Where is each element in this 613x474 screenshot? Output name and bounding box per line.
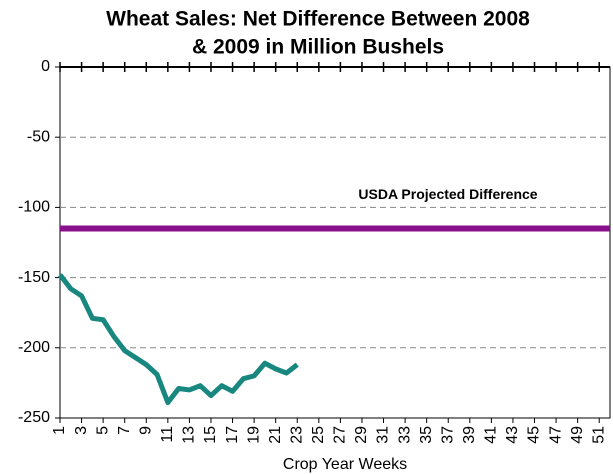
x-tick-label: 17	[224, 426, 241, 444]
x-tick-label: 37	[439, 426, 456, 444]
x-tick-label: 33	[396, 426, 413, 444]
x-tick-label: 21	[267, 426, 284, 444]
plot-frame	[59, 66, 611, 419]
x-tick-label: 29	[353, 426, 370, 444]
x-tick-label: 51	[590, 426, 607, 444]
x-tick-label: 9	[137, 426, 154, 435]
x-tick-label: 41	[483, 426, 500, 444]
x-tick-label: 15	[202, 426, 219, 444]
x-tick-label: 27	[332, 426, 349, 444]
y-tick-label: -50	[27, 128, 50, 145]
x-tick-label: 11	[159, 426, 176, 443]
y-tick-label: -200	[18, 339, 50, 356]
data-line	[58, 273, 299, 406]
x-tick-label: 35	[418, 426, 435, 444]
x-tick-label: 23	[288, 426, 305, 444]
chart-title: Wheat Sales: Net Difference Between 2008	[106, 8, 530, 31]
x-tick-label: 3	[73, 426, 90, 435]
x-tick-label: 45	[526, 426, 543, 444]
x-tick-label: 5	[94, 426, 111, 435]
y-tick-label: -100	[18, 199, 50, 216]
x-tick-label: 43	[504, 426, 521, 444]
x-tick-label: 1	[51, 426, 68, 435]
x-tick-label: 19	[245, 426, 262, 444]
chart-title: & 2009 in Million Bushels	[192, 36, 444, 59]
reference-label: USDA Projected Difference	[358, 186, 537, 202]
y-tick-label: 0	[41, 58, 50, 75]
x-tick-label: 39	[461, 426, 478, 444]
x-tick-label: 47	[547, 426, 564, 444]
y-tick-label: -250	[18, 409, 50, 426]
x-tick-label: 7	[116, 426, 133, 435]
y-tick-label: -150	[18, 269, 50, 286]
x-tick-label: 49	[569, 426, 586, 444]
x-tick-label: 31	[375, 426, 392, 444]
x-tick-label: 13	[181, 426, 198, 444]
x-axis-label: Crop Year Weeks	[283, 456, 407, 473]
x-tick-label: 25	[310, 426, 327, 444]
